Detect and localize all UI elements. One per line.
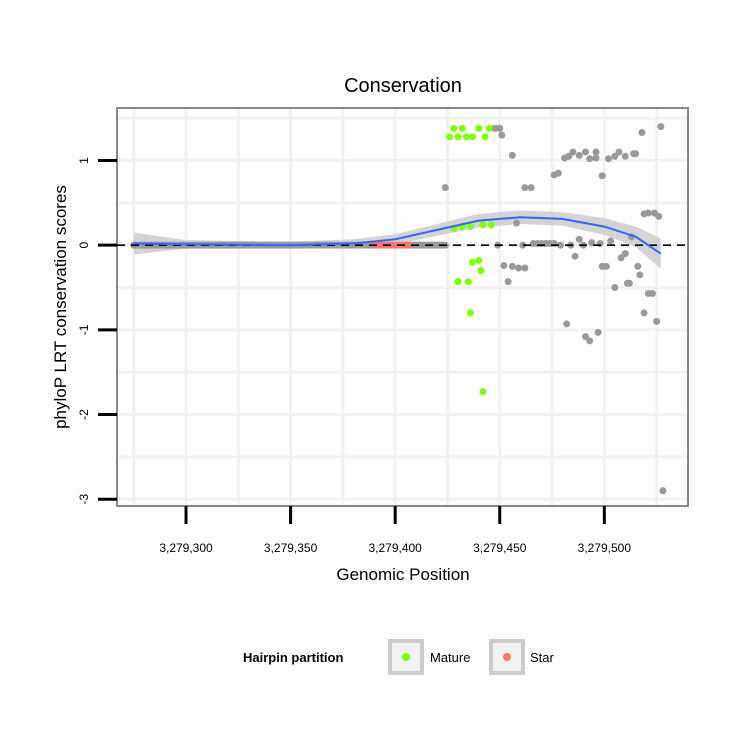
- other-point: [592, 148, 600, 156]
- mature-point: [475, 256, 483, 264]
- x-tick-label: 3,279,400: [368, 541, 422, 555]
- other-point: [638, 129, 646, 137]
- mature-point: [466, 223, 474, 231]
- other-point: [575, 151, 583, 159]
- other-point: [586, 337, 594, 345]
- other-point: [621, 250, 629, 258]
- y-tick-label: -1: [77, 324, 91, 335]
- mature-point: [446, 133, 454, 141]
- other-point: [569, 148, 577, 156]
- x-tick-label: 3,279,450: [473, 541, 527, 555]
- other-point: [582, 148, 590, 156]
- other-point: [508, 151, 516, 159]
- legend-title: Hairpin partition: [243, 650, 343, 665]
- x-tick-label: 3,279,300: [159, 541, 213, 555]
- other-point: [500, 262, 508, 270]
- legend-label-star: Star: [530, 650, 555, 665]
- other-point: [563, 320, 571, 328]
- chart-title: Conservation: [344, 75, 462, 97]
- mature-point: [479, 388, 487, 396]
- other-point: [644, 209, 652, 217]
- other-point: [594, 328, 602, 336]
- mature-point: [454, 278, 462, 286]
- other-point: [521, 264, 529, 272]
- mature-point: [477, 267, 485, 275]
- mature-point: [462, 133, 470, 141]
- other-point: [625, 279, 633, 287]
- smooth-line: [133, 216, 662, 255]
- x-tick-label: 3,279,500: [578, 541, 632, 555]
- other-point: [498, 131, 506, 139]
- x-axis-label: Genomic Position: [336, 565, 469, 584]
- mature-point: [454, 133, 462, 141]
- other-point: [659, 487, 667, 495]
- mature-point: [450, 124, 458, 132]
- other-point: [615, 148, 623, 156]
- other-point: [648, 289, 656, 297]
- legend: Hairpin partition Mature Star: [243, 639, 555, 675]
- y-tick-label: 0: [77, 242, 91, 249]
- other-point: [515, 264, 523, 272]
- legend-label-mature: Mature: [430, 650, 470, 665]
- legend-star-dot: [503, 653, 511, 661]
- other-point: [527, 184, 535, 192]
- x-axis: 3,279,300 3,279,350 3,279,400 3,279,450 3,27…: [159, 506, 631, 555]
- other-point: [655, 212, 663, 220]
- other-point: [621, 152, 629, 160]
- y-axis-label: phyloP LRT conservation scores: [51, 185, 70, 429]
- mature-point: [487, 221, 495, 229]
- mature-point: [466, 309, 474, 317]
- other-point: [521, 184, 529, 192]
- mature-point: [458, 124, 466, 132]
- other-point: [586, 155, 594, 163]
- other-point: [653, 317, 661, 325]
- plot-panel: [116, 107, 689, 507]
- mature-point: [464, 278, 472, 286]
- smooth-line-layer: [117, 216, 688, 255]
- mature-point: [479, 221, 487, 229]
- other-point: [598, 172, 606, 180]
- other-point: [519, 241, 527, 249]
- y-tick-label: -2: [77, 409, 91, 420]
- y-axis: 1 0 -1 -2 -3: [77, 157, 117, 505]
- y-tick-label: -3: [77, 494, 91, 505]
- other-point: [556, 241, 564, 249]
- other-point: [632, 150, 640, 158]
- mature-point: [469, 133, 477, 141]
- other-point: [636, 271, 644, 279]
- other-point: [441, 184, 449, 192]
- other-point: [602, 262, 610, 270]
- other-point: [605, 155, 613, 163]
- x-tick-label: 3,279,350: [264, 541, 318, 555]
- other-point: [496, 124, 504, 132]
- other-point: [508, 262, 516, 270]
- other-point: [634, 262, 642, 270]
- mature-point: [481, 133, 489, 141]
- mature-point: [475, 124, 483, 132]
- other-point: [571, 252, 579, 260]
- other-point: [611, 284, 619, 292]
- legend-mature-dot: [402, 653, 410, 661]
- other-point: [512, 219, 520, 227]
- other-point: [592, 154, 600, 162]
- plot-border: [116, 107, 689, 507]
- other-point: [575, 235, 583, 243]
- other-point: [640, 309, 648, 317]
- other-point: [607, 237, 615, 245]
- other-point: [504, 278, 512, 286]
- y-tick-label: 1: [77, 157, 91, 164]
- other-point: [657, 123, 665, 131]
- other-point: [554, 169, 562, 177]
- mature-point: [469, 258, 477, 266]
